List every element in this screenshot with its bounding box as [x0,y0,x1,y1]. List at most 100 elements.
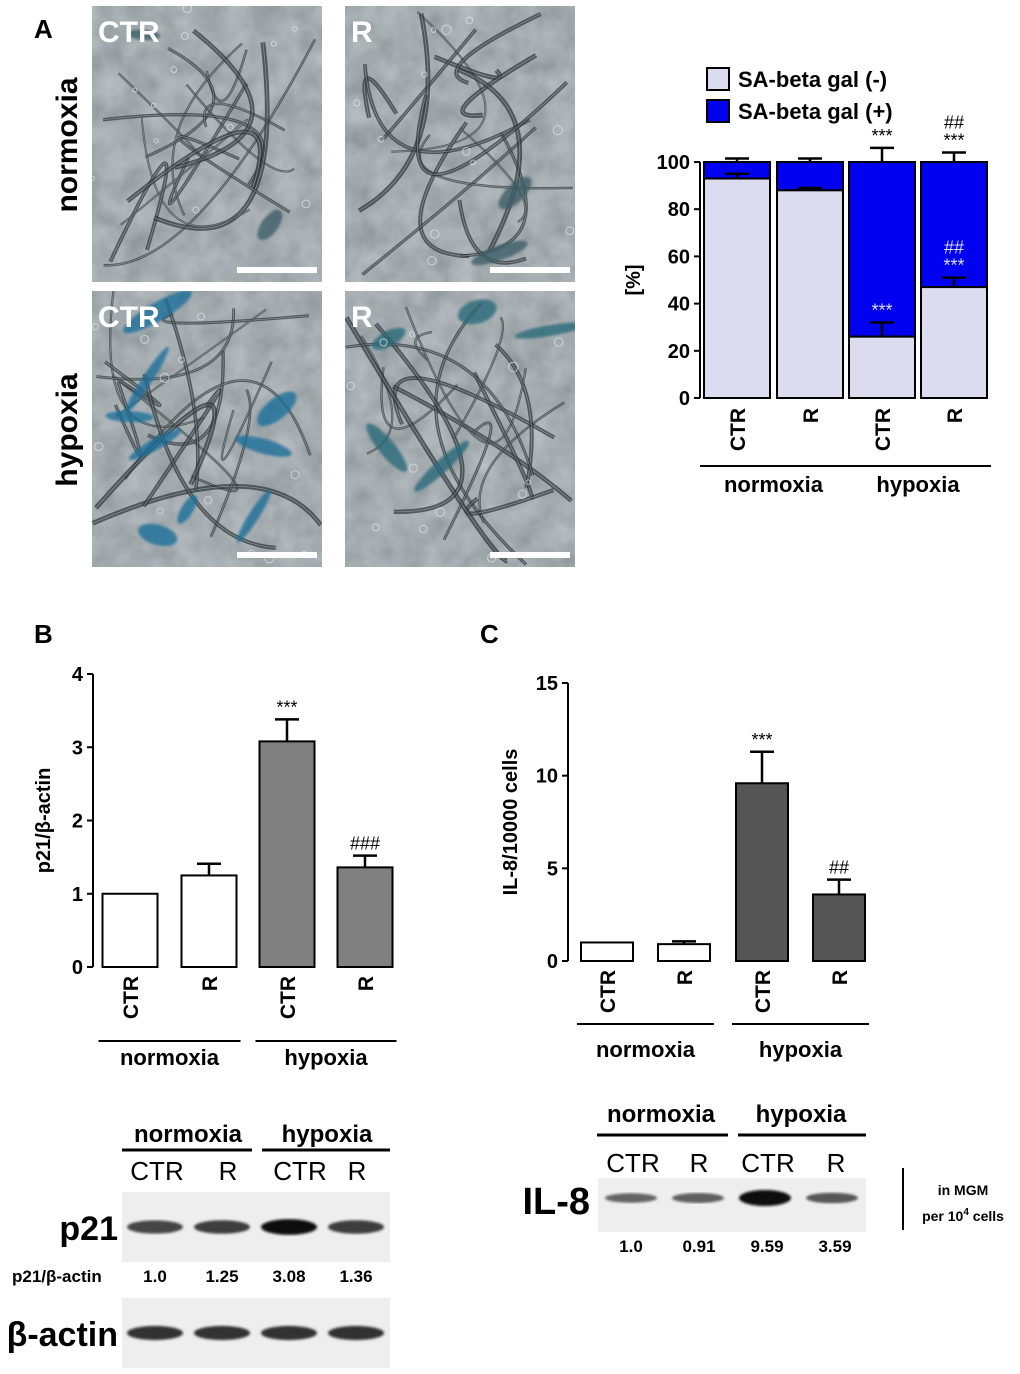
scale-bar [237,552,317,558]
blot-group-normoxia: normoxia [134,1121,243,1148]
bar [657,943,711,962]
cell-halo [186,84,295,172]
blot-lane-label: CTR [273,1156,326,1186]
y-tick-label: 100 [657,152,690,174]
significance-marker: *** [276,697,297,717]
blot-row-label: p21 [59,1210,118,1248]
blot-band [261,1219,317,1235]
granule [409,331,416,337]
cell-halo [375,323,463,513]
stained-cell [127,29,161,41]
scale-bar [490,552,570,558]
cell-halo [120,119,248,226]
granule [435,507,445,518]
granule [301,199,311,209]
stained-cell [514,322,575,339]
bar-negative [703,177,771,399]
granule [226,123,234,131]
significance-top: *** [871,126,892,146]
micrograph-texture [345,6,575,282]
significance-bottom: ## [944,238,964,258]
significance-top: *** [943,131,964,151]
y-tick-label: 20 [668,341,690,363]
micrograph-label: CTR [98,16,160,49]
western-blot-il8: normoxia hypoxia CTR R CTR R IL-8 1.0 0.91 9.59 3.… [522,1101,1004,1256]
blot-band [605,1193,657,1203]
blot-band [261,1325,317,1341]
cell-halo [95,404,216,509]
panel-letter-a: A [34,14,53,44]
legend-swatch [706,99,730,123]
blot-group-hypoxia: hypoxia [282,1121,373,1148]
granule [470,159,476,166]
blot-band [328,1220,384,1234]
group-label: hypoxia [284,1045,368,1070]
bar [735,782,789,962]
row-label-normoxia: normoxia [51,77,84,212]
granule [170,66,178,73]
legend-label: SA-beta gal (+) [738,99,893,124]
blot-quant-value: 1.25 [205,1267,238,1286]
cell-halo [435,302,527,565]
cell-halo [141,114,250,227]
stained-cell [257,209,283,241]
micrograph-1: R [345,6,575,282]
cell-halo [414,331,433,361]
granule [418,524,428,534]
group-label: normoxia [596,1037,696,1062]
stained-cell [122,291,192,334]
blot-lane-label: R [690,1148,709,1178]
category-label: R [199,976,222,991]
legend-label: SA-beta gal (-) [738,67,887,92]
granule [94,441,104,452]
granule [507,361,519,373]
cell-halo [221,361,273,461]
granule [371,523,380,532]
granule [153,138,159,144]
significance-marker: ### [350,834,380,854]
category-label: R [674,970,697,985]
stained-cell [236,489,271,543]
granule [565,226,575,236]
blot-quant-label: p21/β-actin [12,1267,102,1286]
granule [150,102,157,108]
cell-halo [172,43,243,216]
granule [290,470,300,480]
granule [346,381,355,391]
note-line-2-suffix: cells [969,1208,1004,1224]
blot-band [194,1325,250,1341]
bar [336,866,394,969]
y-tick-label: 5 [547,858,558,880]
granule [353,99,361,107]
cell-halo [392,385,572,502]
cell-halo [466,489,554,514]
y-tick-label: 80 [668,199,690,221]
group-label: hypoxia [876,472,960,497]
category-label: CTR [277,976,300,1019]
bar-positive [920,161,988,289]
blot-quant-value: 1.0 [619,1237,643,1256]
panel-letter-c: C [480,619,499,649]
note-line-2-sup: 4 [963,1207,969,1218]
blot-lane-label: CTR [741,1148,794,1178]
significance-marker: ## [829,858,849,878]
blot-band [806,1192,858,1204]
bar-negative [920,286,988,399]
cell-halo [109,163,168,262]
stained-cell [124,346,169,415]
legend-swatch [706,67,730,91]
y-tick-label: 4 [72,664,84,686]
y-axis-title: p21/β-actin [33,768,55,874]
micrograph-cells [353,11,575,276]
category-label: CTR [597,970,620,1013]
blot-band [127,1220,183,1234]
bar [580,941,634,963]
granule [92,175,95,181]
cell-halo [405,306,527,444]
stained-cell [414,440,470,492]
bar [812,893,866,962]
granule [427,255,437,266]
bar [101,892,159,968]
